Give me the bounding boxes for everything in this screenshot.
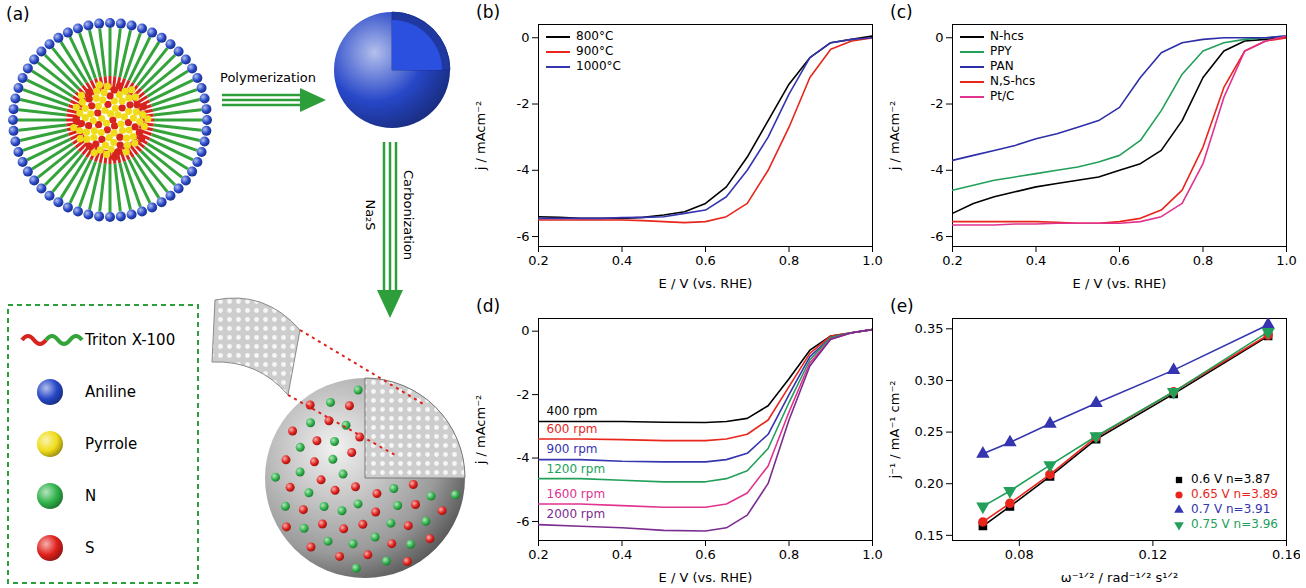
svg-text:900 rpm: 900 rpm	[547, 442, 598, 456]
svg-text:0.16: 0.16	[1272, 547, 1300, 562]
svg-text:1.0: 1.0	[862, 253, 883, 268]
svg-text:-4: -4	[517, 162, 530, 177]
svg-text:0.8: 0.8	[779, 253, 800, 268]
html-text:N,S-hcs: N,S-hcs	[990, 74, 1036, 88]
svg-text:1.0: 1.0	[1276, 253, 1297, 268]
html-text:(d): (d)	[476, 296, 501, 316]
svg-text:j / mAcm⁻²: j / mAcm⁻²	[473, 395, 488, 465]
svg-text:E / V (vs. RHE): E / V (vs. RHE)	[659, 570, 753, 585]
svg-text:0.6: 0.6	[1109, 253, 1130, 268]
html-text:800°C: 800°C	[576, 29, 614, 43]
svg-text:0.4: 0.4	[1026, 253, 1047, 268]
svg-text:Polymerization: Polymerization	[220, 70, 316, 85]
html-text:0.7 V n=3.91: 0.7 V n=3.91	[1191, 502, 1271, 516]
html-text:PPY: PPY	[990, 44, 1012, 58]
svg-text:j / mAcm⁻²: j / mAcm⁻²	[473, 101, 488, 171]
svg-text:400 rpm: 400 rpm	[547, 404, 598, 418]
html-text:Pt/C: Pt/C	[990, 89, 1015, 103]
svg-text:2000 rpm: 2000 rpm	[547, 507, 606, 521]
svg-text:(a): (a)	[6, 4, 30, 24]
svg-text:1600 rpm: 1600 rpm	[547, 487, 606, 501]
svg-text:0: 0	[935, 30, 943, 45]
svg-text:j / mAcm⁻²: j / mAcm⁻²	[887, 101, 902, 171]
svg-text:-2: -2	[517, 387, 530, 402]
svg-text:0.35: 0.35	[915, 321, 944, 336]
svg-text:0.8: 0.8	[779, 547, 800, 562]
svg-text:0.30: 0.30	[915, 373, 944, 388]
svg-text:0.4: 0.4	[612, 253, 633, 268]
svg-text:0.2: 0.2	[528, 547, 549, 562]
svg-text:0.20: 0.20	[915, 476, 944, 491]
svg-text:-4: -4	[517, 450, 530, 465]
svg-text:0.08: 0.08	[1005, 547, 1034, 562]
html-text:PAN: PAN	[990, 59, 1014, 73]
svg-text:0.6: 0.6	[695, 547, 716, 562]
svg-text:N: N	[85, 487, 96, 505]
svg-text:-4: -4	[931, 162, 944, 177]
svg-text:E / V (vs. RHE): E / V (vs. RHE)	[1073, 276, 1167, 291]
svg-text:0.15: 0.15	[915, 527, 944, 542]
svg-text:-2: -2	[517, 96, 530, 111]
html-text:(c): (c)	[890, 2, 913, 22]
html-text:0.6 V n=3.87: 0.6 V n=3.87	[1191, 472, 1271, 486]
svg-text:ω⁻¹ᐟ² / rad⁻¹ᐟ² s¹ᐟ²: ω⁻¹ᐟ² / rad⁻¹ᐟ² s¹ᐟ²	[1061, 570, 1179, 585]
html-text:0.75 V n=3.96: 0.75 V n=3.96	[1191, 517, 1278, 531]
svg-text:0.2: 0.2	[942, 253, 963, 268]
html-text:0.65 V n=3.89: 0.65 V n=3.89	[1191, 487, 1278, 501]
svg-text:S: S	[85, 539, 95, 557]
svg-text:Carbonization: Carbonization	[401, 170, 416, 260]
svg-text:0.6: 0.6	[695, 253, 716, 268]
svg-text:1200 rpm: 1200 rpm	[547, 461, 606, 475]
svg-text:0: 0	[521, 323, 529, 338]
svg-text:-6: -6	[517, 229, 530, 244]
svg-text:-6: -6	[517, 514, 530, 529]
svg-text:-6: -6	[931, 229, 944, 244]
svg-text:E / V (vs. RHE): E / V (vs. RHE)	[659, 276, 753, 291]
html-text:1000°C: 1000°C	[576, 59, 621, 73]
html-text:N-hcs: N-hcs	[990, 29, 1024, 43]
svg-text:j⁻¹ / mA⁻¹ cm⁻²: j⁻¹ / mA⁻¹ cm⁻²	[887, 381, 902, 480]
svg-text:Aniline: Aniline	[85, 383, 136, 401]
svg-text:0.8: 0.8	[1193, 253, 1214, 268]
svg-text:600 rpm: 600 rpm	[547, 422, 598, 436]
svg-text:0.12: 0.12	[1138, 547, 1167, 562]
svg-text:1.0: 1.0	[862, 547, 883, 562]
html-text:900°C: 900°C	[576, 44, 614, 58]
svg-text:Pyrrole: Pyrrole	[85, 435, 137, 453]
svg-text:0.25: 0.25	[915, 424, 944, 439]
svg-text:Na₂S: Na₂S	[363, 199, 378, 230]
html-text:(e): (e)	[890, 296, 914, 316]
svg-text:Triton X-100: Triton X-100	[84, 331, 175, 349]
svg-text:0: 0	[521, 30, 529, 45]
svg-text:-2: -2	[931, 96, 944, 111]
svg-text:0.2: 0.2	[528, 253, 549, 268]
html-text:(b): (b)	[476, 2, 501, 22]
svg-text:0.4: 0.4	[612, 547, 633, 562]
